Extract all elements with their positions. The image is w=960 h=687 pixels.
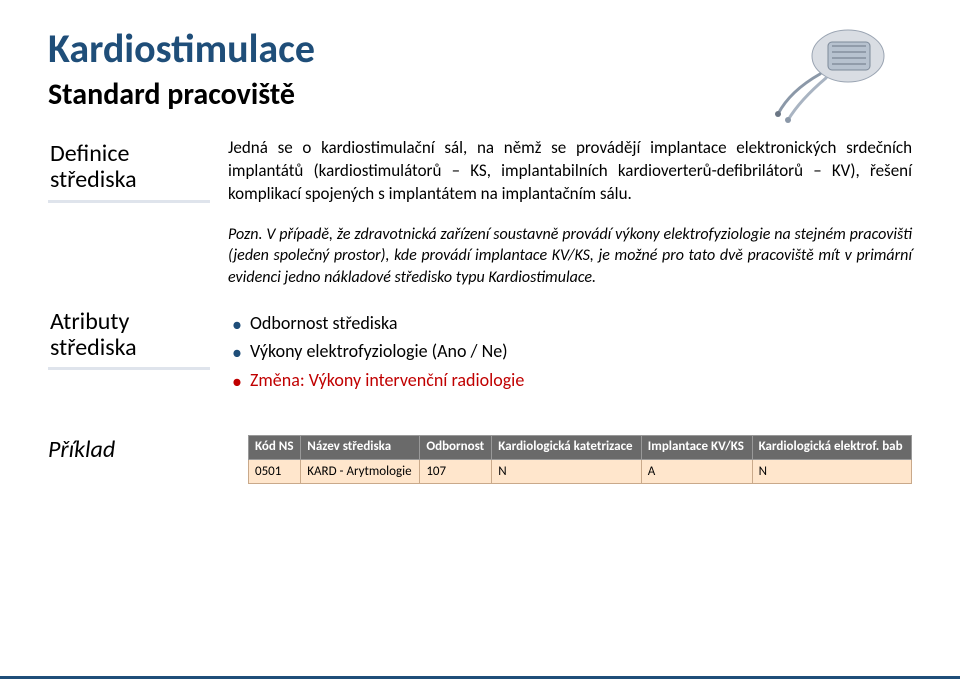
list-item: Výkony elektrofyziologie (Ano / Ne)	[228, 337, 912, 366]
table-header: Kardiologická katetrizace	[492, 435, 642, 459]
definice-label: Definice střediska	[48, 137, 210, 203]
table-cell: A	[641, 459, 752, 483]
table-row: 0501 KARD - Arytmologie 107 N A N	[249, 459, 912, 483]
section-definice: Definice střediska Jedná se o kardiostim…	[48, 137, 912, 289]
table-header: Kardiologická elektrof. bab	[752, 435, 911, 459]
table-header: Kód NS	[249, 435, 301, 459]
atributy-list: Odbornost střediska Výkony elektrofyziol…	[228, 309, 912, 395]
example-table: Kód NS Název střediska Odbornost Kardiol…	[248, 435, 912, 484]
section-atributy: Atributy střediska Odbornost střediska V…	[48, 305, 912, 395]
label-line: střediska	[50, 335, 204, 361]
table-header: Název střediska	[301, 435, 420, 459]
definice-body: Jedná se o kardiostimulační sál, na němž…	[228, 137, 912, 206]
table-cell: 0501	[249, 459, 301, 483]
list-item: Změna: Výkony intervenční radiologie	[228, 366, 912, 395]
table-cell: N	[492, 459, 642, 483]
label-line: Definice	[50, 141, 204, 167]
atributy-label: Atributy střediska	[48, 305, 210, 371]
label-line: Atributy	[50, 309, 204, 335]
pacemaker-icon	[770, 16, 900, 126]
priklad-label: Příklad	[48, 435, 210, 464]
table-header: Implantace KV/KS	[641, 435, 752, 459]
table-cell: 107	[420, 459, 492, 483]
table-cell: N	[752, 459, 911, 483]
table-header: Odbornost	[420, 435, 492, 459]
section-priklad: Příklad Kód NS Název střediska Odbornost…	[48, 435, 912, 484]
list-item: Odbornost střediska	[228, 309, 912, 338]
label-line: střediska	[50, 167, 204, 193]
table-cell: KARD - Arytmologie	[301, 459, 420, 483]
footer-divider	[0, 676, 960, 679]
definice-note: Pozn. V případě, že zdravotnická zařízen…	[228, 224, 912, 289]
